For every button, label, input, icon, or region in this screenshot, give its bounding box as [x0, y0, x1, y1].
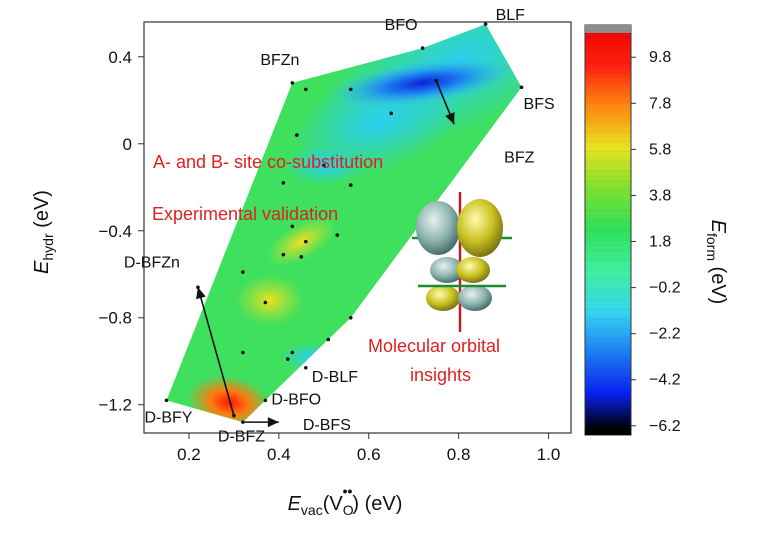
x-title-arg: (V: [323, 493, 344, 515]
point-labels: BFO BLF BFZn BFS BFZ D-BFZn D-BLF D-BFO D-BFY D-B…: [124, 7, 555, 445]
point: [290, 350, 295, 355]
orbital-lobe: [457, 199, 503, 257]
arrow-head: [267, 417, 279, 428]
point: [321, 163, 326, 168]
y-axis-title: Ehydr (eV): [31, 190, 56, 274]
colorbar-tick-label: 9.8: [649, 49, 671, 66]
colorbar-tick-label: 7.8: [649, 95, 671, 112]
point-bfs: [519, 85, 524, 90]
blue-minimum: [328, 57, 517, 109]
annotation: A- and B- site co-substitution: [153, 152, 383, 172]
point-bfzn: [290, 81, 295, 85]
colorbar-tick-label: −2.2: [649, 326, 681, 343]
y-title-unit: (eV): [31, 190, 53, 233]
x-title-sub: vac: [301, 502, 323, 518]
arrow-head: [196, 287, 206, 300]
cb-title-sub: form: [704, 233, 720, 261]
x-tick-label: 0.2: [177, 445, 201, 464]
x-title-unit: ) (eV): [352, 493, 402, 515]
label-d-bfz: D-BFZ: [218, 429, 265, 446]
label-d-bfo: D-BFO: [271, 391, 321, 408]
point: [348, 87, 353, 92]
annotations: A- and B- site co-substitution Experiment…: [152, 152, 500, 385]
arrow-head: [445, 112, 455, 125]
annotation: Molecular orbital: [368, 336, 500, 356]
y-tick-label: −1.2: [98, 396, 132, 415]
orbital-lobe: [416, 201, 460, 255]
y-tick-label: 0.4: [108, 48, 132, 67]
x-tick-label: 0.6: [357, 445, 381, 464]
x-axis-title: Evac(VO ••) (eV): [288, 483, 403, 518]
y-axis: 0.4 0 −0.4 −0.8 −1.2: [98, 48, 144, 415]
colorbar: 9.8 7.8 5.8 3.8 1.8 −0.2 −2.2 −4.2 −6.2: [584, 24, 681, 436]
orbital-lobe: [458, 285, 492, 311]
point-blf: [483, 22, 488, 26]
point-d-bfo: [263, 398, 268, 403]
arrow-shaft: [197, 287, 235, 416]
point: [389, 111, 394, 116]
point: [348, 315, 353, 320]
point: [286, 357, 290, 361]
annotation: insights: [410, 365, 471, 385]
point: [304, 239, 308, 244]
point: [281, 181, 286, 185]
label-blf: BLF: [496, 7, 526, 24]
yellow-zone-low: [234, 274, 305, 327]
orbital-lobe: [456, 257, 490, 283]
label-d-bfs: D-BFS: [303, 417, 351, 434]
orbital-lobe: [430, 257, 464, 283]
label-bfo: BFO: [385, 17, 418, 34]
point: [304, 87, 308, 92]
y-tick-label: −0.8: [98, 309, 132, 328]
x-tick-label: 1.0: [537, 445, 561, 464]
colorbar-title: Eform (eV): [704, 220, 729, 305]
point: [290, 224, 295, 229]
colorbar-tick-label: −6.2: [649, 418, 681, 435]
point-d-bfy: [164, 398, 169, 403]
x-axis: 0.2 0.4 0.6 0.8 1.0: [177, 433, 560, 464]
point: [335, 233, 340, 237]
colorbar-tick-label: 1.8: [649, 234, 671, 251]
colorbar-tick-label: −0.2: [649, 280, 681, 297]
colorbar-tick-label: 5.8: [649, 141, 671, 158]
y-tick-label: −0.4: [98, 222, 132, 241]
colorbar-tick-label: −4.2: [649, 372, 681, 389]
x-tick-label: 0.8: [447, 445, 471, 464]
y-title-main: E: [31, 260, 53, 274]
annotation: Experimental validation: [152, 204, 338, 224]
x-title-arg-sub: O: [343, 502, 354, 518]
point: [281, 252, 286, 257]
cb-title-unit: (eV): [707, 261, 729, 304]
molecular-orbital-icon: [412, 192, 512, 332]
label-d-bfy: D-BFY: [144, 409, 192, 426]
y-tick-label: 0: [123, 135, 132, 154]
point: [348, 183, 353, 187]
y-title-sub: hydr: [40, 233, 56, 261]
orbital-lobe: [426, 285, 460, 311]
point: [299, 255, 304, 259]
colorbar-overflow: [585, 25, 631, 33]
point: [295, 133, 299, 137]
point: [263, 300, 268, 305]
cb-title-main: E: [707, 220, 729, 234]
label-bfz: BFZ: [504, 150, 534, 167]
arrows: [196, 80, 455, 428]
colorbar-underflow: [585, 428, 631, 435]
point: [241, 270, 245, 274]
x-title-main: E: [288, 493, 302, 515]
point-d-blf: [304, 365, 308, 370]
point-bfo: [420, 46, 425, 50]
x-tick-label: 0.4: [267, 445, 291, 464]
label-d-bfzn: D-BFZn: [124, 254, 180, 271]
colorbar-gradient: [584, 24, 632, 436]
point: [241, 350, 245, 355]
point: [326, 337, 331, 342]
label-bfzn: BFZn: [260, 52, 299, 69]
label-d-blf: D-BLF: [312, 369, 358, 386]
x-title-arg-sup: ••: [343, 483, 353, 499]
label-bfs: BFS: [524, 96, 555, 113]
colorbar-tick-label: 3.8: [649, 187, 671, 204]
